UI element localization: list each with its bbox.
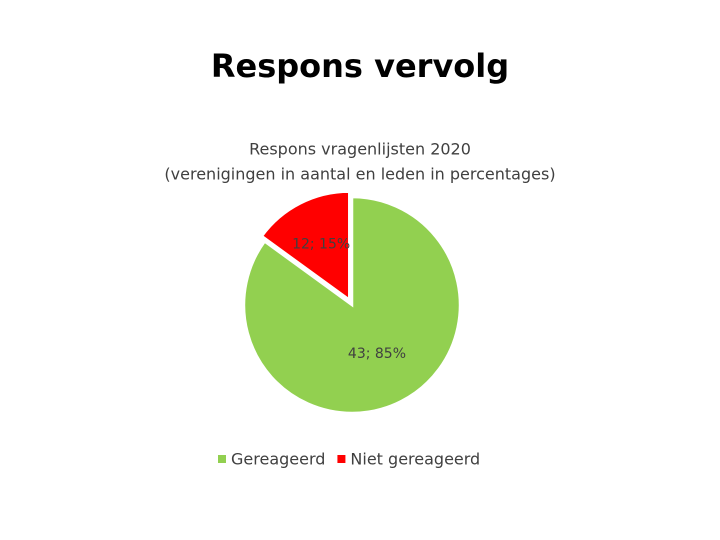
data-label: 43; 85% bbox=[348, 346, 406, 362]
legend-label: Gereageerd bbox=[231, 450, 325, 469]
chart-subtitle: (verenigingen in aantal en leden in perc… bbox=[164, 165, 555, 184]
slide: Respons vervolg Respons vragenlijsten 20… bbox=[0, 0, 720, 540]
legend-swatch bbox=[337, 455, 345, 463]
legend-swatch bbox=[218, 455, 226, 463]
legend-label: Niet gereageerd bbox=[350, 450, 480, 469]
chart-title: Respons vragenlijsten 2020 bbox=[249, 140, 471, 159]
slide-title: Respons vervolg bbox=[211, 47, 509, 85]
data-label: 12; 15% bbox=[292, 236, 350, 252]
